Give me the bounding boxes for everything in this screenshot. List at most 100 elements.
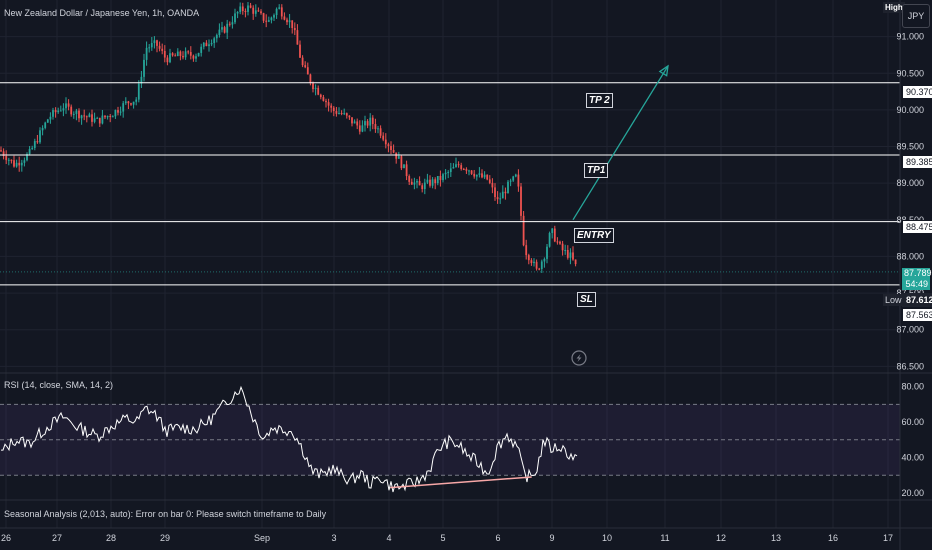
candle-body: [96, 117, 99, 119]
candle-body: [374, 124, 377, 130]
price-tick-label: 87.000: [896, 325, 924, 335]
candle-body: [481, 173, 483, 178]
candle-body: [119, 111, 122, 113]
candle-body: [23, 160, 26, 163]
candle-body: [228, 23, 231, 25]
candle-body: [143, 59, 145, 77]
candle-body: [111, 116, 114, 118]
rsi-axis[interactable]: 80.00 60.00 40.00 20.00: [901, 382, 924, 498]
candle-body: [78, 110, 80, 119]
candle-body: [75, 110, 78, 114]
candle-body: [270, 17, 273, 21]
candle-body: [91, 114, 93, 122]
candle-body: [65, 103, 67, 109]
time-tick-label: 29: [160, 533, 170, 543]
time-axis[interactable]: 26 27 28 29 Sep 3 4 5 6 9 10 11 12 13 16 17: [1, 533, 893, 543]
candle-body: [423, 182, 426, 190]
entry-label[interactable]: ENTRY: [574, 228, 614, 243]
candle-body: [364, 121, 366, 126]
time-tick-label: 9: [549, 533, 554, 543]
candle-body: [327, 102, 330, 106]
live-price: 87.789: [904, 268, 932, 278]
candle-body: [273, 15, 275, 18]
candle-body: [262, 13, 265, 21]
candle-body: [135, 99, 138, 102]
candle-body: [358, 125, 361, 132]
candle-body: [322, 97, 325, 101]
candle-body: [18, 162, 21, 166]
candle-body: [59, 110, 62, 112]
seasonal-legend: Seasonal Analysis (2,013, auto): Error o…: [4, 509, 327, 519]
candle-body: [512, 176, 515, 181]
candle-body: [392, 150, 395, 153]
candle-body: [254, 10, 257, 14]
candle-body: [301, 57, 304, 66]
candle-body: [382, 135, 385, 140]
candle-body: [564, 250, 567, 252]
tp1-label[interactable]: TP1: [584, 163, 609, 178]
candle-body: [117, 110, 119, 113]
time-tick-label: 16: [828, 533, 838, 543]
candle-body: [156, 40, 158, 46]
candle-body: [5, 156, 8, 161]
sl-label[interactable]: SL: [577, 292, 596, 307]
lightning-icon[interactable]: [571, 350, 587, 366]
candle-body: [26, 154, 28, 161]
candle-body: [158, 45, 161, 49]
candle-body: [171, 53, 174, 56]
candle-body: [54, 110, 57, 113]
candle-body: [553, 228, 556, 242]
candle-body: [278, 7, 281, 9]
candle-body: [488, 179, 491, 183]
candle-body: [530, 260, 533, 264]
candle-body: [348, 115, 351, 118]
candle-body: [187, 51, 190, 53]
candle-body: [410, 181, 413, 185]
candle-body: [148, 47, 151, 49]
candle-body: [145, 47, 148, 60]
candle-body: [317, 87, 320, 95]
candle-body: [434, 179, 437, 184]
candle-body: [104, 115, 106, 118]
candle-body: [475, 174, 478, 177]
grid-lines: [0, 0, 900, 528]
candle-body: [543, 258, 546, 262]
candle-body: [520, 186, 522, 216]
candle-body: [244, 11, 247, 13]
candle-body: [468, 170, 470, 172]
time-tick-label: 27: [52, 533, 62, 543]
candle-body: [494, 187, 496, 198]
candle-body: [379, 128, 382, 136]
price-tick-label: 86.500: [896, 361, 924, 371]
candle-body: [192, 55, 195, 59]
candle-body: [176, 51, 179, 57]
candle-body: [130, 103, 132, 105]
candle-body: [483, 174, 486, 178]
currency-button[interactable]: JPY: [902, 4, 930, 28]
divergence-line: [390, 476, 532, 489]
candle-body: [306, 67, 309, 75]
candle-body: [509, 180, 512, 182]
candle-body: [72, 113, 75, 115]
candle-body: [455, 164, 457, 168]
candle-body: [109, 115, 112, 117]
candle-body: [418, 181, 421, 186]
candle-body: [239, 6, 242, 12]
candle-body: [265, 20, 268, 22]
candle-body: [106, 115, 109, 118]
candle-body: [101, 115, 104, 124]
time-tick-label: 11: [660, 533, 669, 543]
candle-body: [369, 117, 372, 126]
candle-body: [46, 119, 49, 123]
candle-body: [377, 128, 379, 130]
time-tick-label: 10: [602, 533, 612, 543]
candle-body: [551, 228, 554, 234]
candle-body: [257, 10, 260, 12]
candle-body: [28, 148, 31, 155]
candle-body: [283, 16, 286, 20]
candle-body: [465, 169, 468, 171]
tp2-label[interactable]: TP 2: [586, 93, 613, 108]
candle-body: [535, 261, 538, 269]
